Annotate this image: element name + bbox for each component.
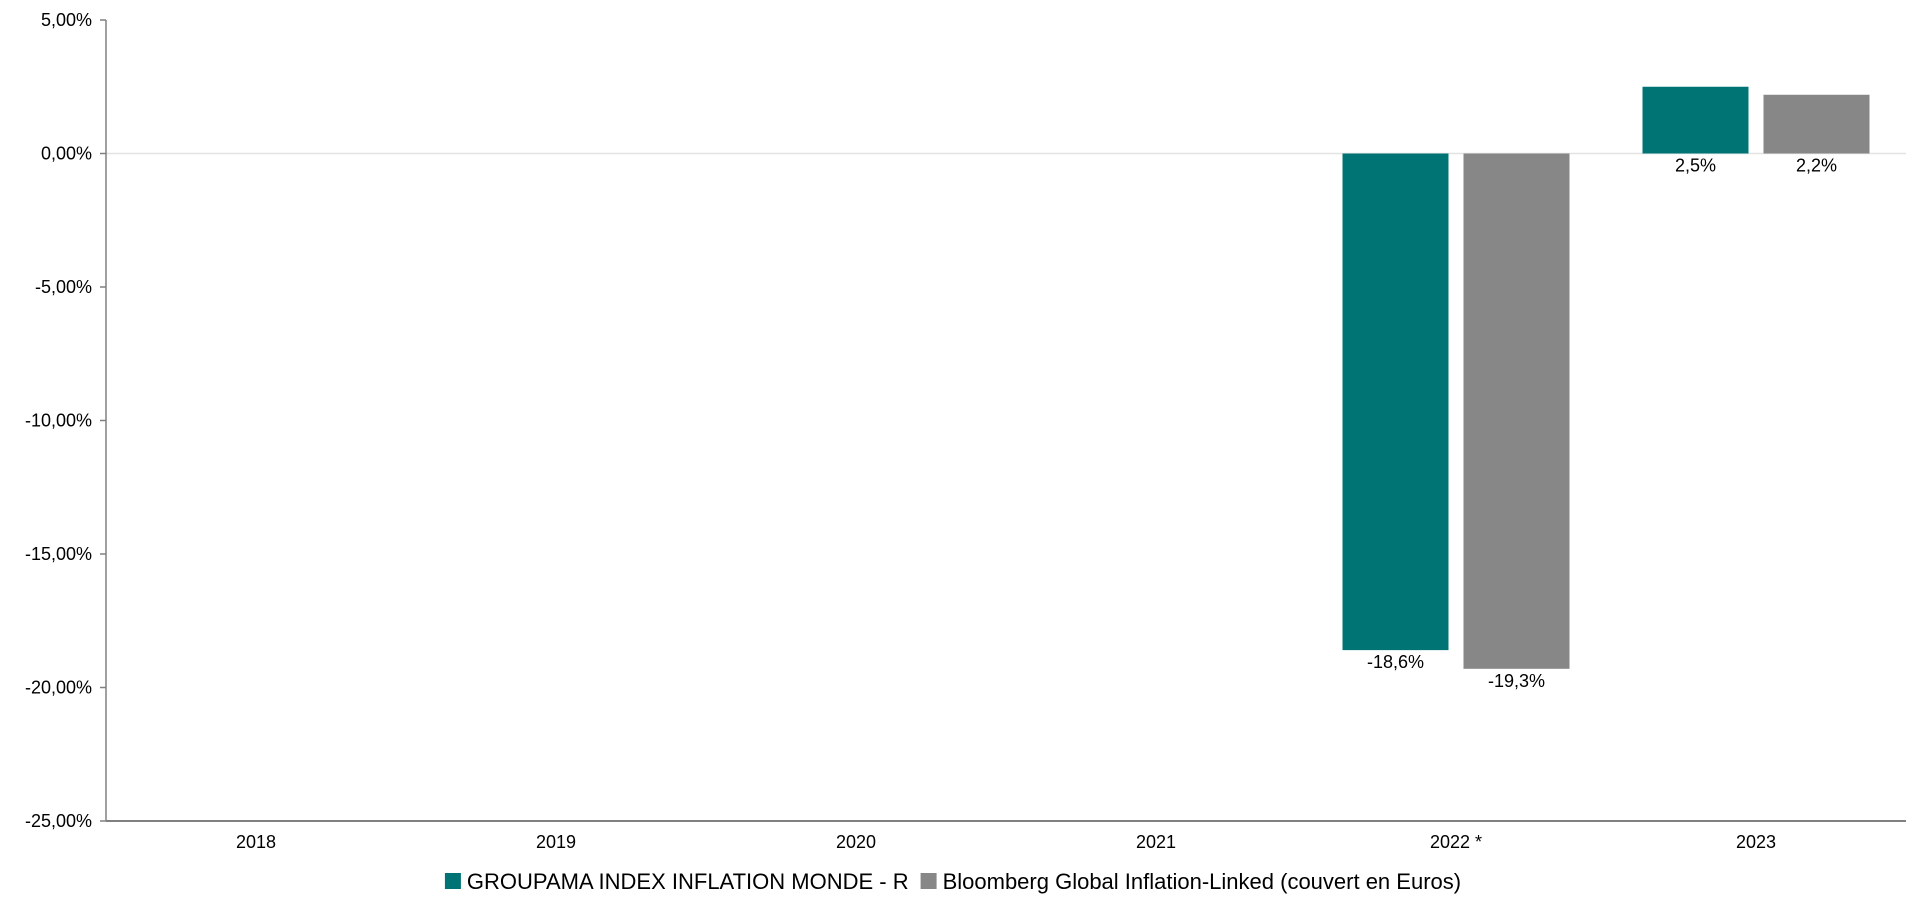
y-tick-label: -20,00% xyxy=(25,678,92,698)
y-tick-label: -5,00% xyxy=(35,277,92,297)
x-tick-label: 2023 xyxy=(1736,832,1776,852)
legend-item: Bloomberg Global Inflation-Linked (couve… xyxy=(920,869,1462,894)
bars xyxy=(1342,86,1870,669)
y-tick-label: -10,00% xyxy=(25,411,92,431)
y-tick-label: 0,00% xyxy=(41,144,92,164)
data-label: 2,2% xyxy=(1796,156,1837,176)
bar xyxy=(1642,86,1749,154)
y-tick-label: 5,00% xyxy=(41,10,92,30)
legend-swatch xyxy=(920,873,937,889)
legend-label: Bloomberg Global Inflation-Linked (couve… xyxy=(943,869,1462,894)
legend-label: GROUPAMA INDEX INFLATION MONDE - R xyxy=(467,869,909,894)
y-tick-label: -15,00% xyxy=(25,544,92,564)
bar xyxy=(1463,153,1570,669)
legend: GROUPAMA INDEX INFLATION MONDE - R Bloomb… xyxy=(444,869,1462,894)
bar xyxy=(1342,153,1449,651)
data-label: -19,3% xyxy=(1488,671,1545,691)
x-tick-label: 2020 xyxy=(836,832,876,852)
bar xyxy=(1763,94,1870,154)
data-label: -18,6% xyxy=(1367,652,1424,672)
y-axis: 5,00% 0,00% -5,00% -10,00% -15,00% -20,00% -25… xyxy=(25,10,107,831)
x-tick-label: 2022 * xyxy=(1430,832,1482,852)
legend-item: GROUPAMA INDEX INFLATION MONDE - R xyxy=(444,869,909,894)
x-tick-label: 2021 xyxy=(1136,832,1176,852)
data-label: 2,5% xyxy=(1675,156,1716,176)
x-axis: 2018 2019 2020 2021 2022 * 2023 xyxy=(106,820,1906,852)
legend-swatch xyxy=(444,873,461,889)
y-tick-label: -25,00% xyxy=(25,811,92,831)
data-labels: -18,6% -19,3% 2,5% 2,2% xyxy=(1367,156,1837,691)
x-tick-label: 2018 xyxy=(236,832,276,852)
x-tick-label: 2019 xyxy=(536,832,576,852)
